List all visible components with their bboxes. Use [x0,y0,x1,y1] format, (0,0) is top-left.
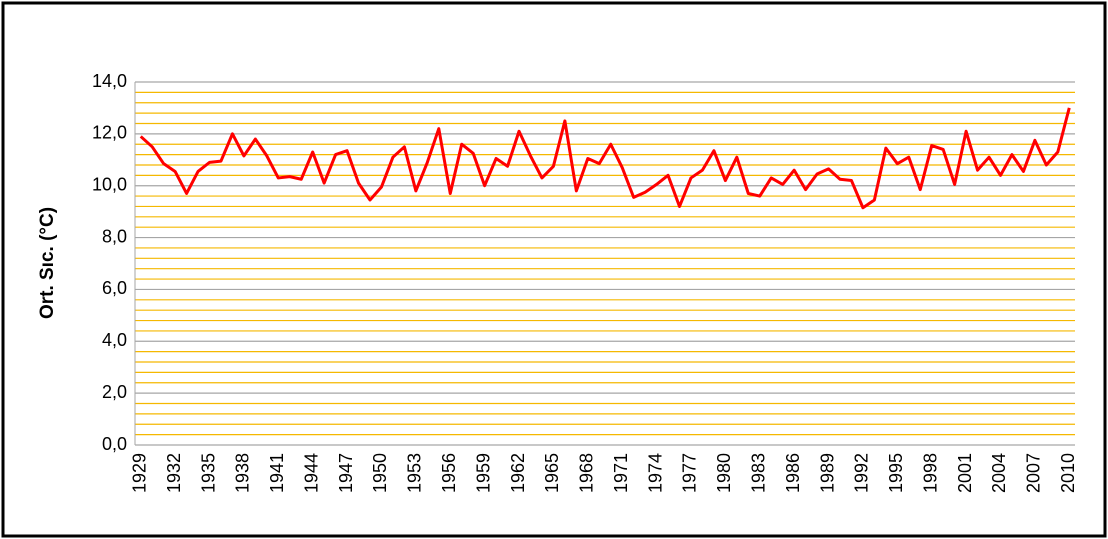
x-tick-label: 1998 [920,453,940,493]
y-tick-label: 10,0 [92,174,127,194]
x-tick-label: 1983 [749,453,769,493]
y-axis-label: Ort. Sıc. (°C) [37,207,58,319]
x-tick-label: 1992 [852,453,872,493]
y-tick-label: 12,0 [92,123,127,143]
x-tick-label: 1977 [680,453,700,493]
y-tick-label: 14,0 [92,71,127,91]
x-tick-label: 1962 [508,453,528,493]
y-tick-label: 8,0 [102,226,127,246]
x-tick-label: 1932 [164,453,184,493]
x-tick-label: 1971 [611,453,631,493]
x-tick-label: 2001 [955,453,975,493]
y-tick-label: 6,0 [102,278,127,298]
x-tick-label: 2010 [1058,453,1078,493]
x-tick-label: 1995 [886,453,906,493]
x-tick-label: 1950 [370,453,390,493]
x-tick-label: 1986 [783,453,803,493]
x-tick-label: 1968 [577,453,597,493]
x-tick-label: 1959 [473,453,493,493]
data-line [139,107,1071,210]
x-tick-label: 1944 [301,453,321,493]
y-tick-label: 2,0 [102,382,127,402]
x-tick-label: 1941 [267,453,287,493]
x-tick-label: 1989 [817,453,837,493]
x-tick-label: 1935 [198,453,218,493]
x-tick-label: 1980 [714,453,734,493]
x-tick-label: 1956 [439,453,459,493]
x-tick-label: 2007 [1024,453,1044,493]
y-tick-label: 0,0 [102,434,127,454]
x-tick-label: 1953 [405,453,425,493]
x-tick-label: 1929 [129,453,149,493]
x-tick-label: 1965 [542,453,562,493]
x-tick-label: 1974 [645,453,665,493]
x-tick-label: 1947 [336,453,356,493]
x-tick-label: 2004 [989,453,1009,493]
y-tick-label: 4,0 [102,330,127,350]
x-tick-label: 1938 [233,453,253,493]
